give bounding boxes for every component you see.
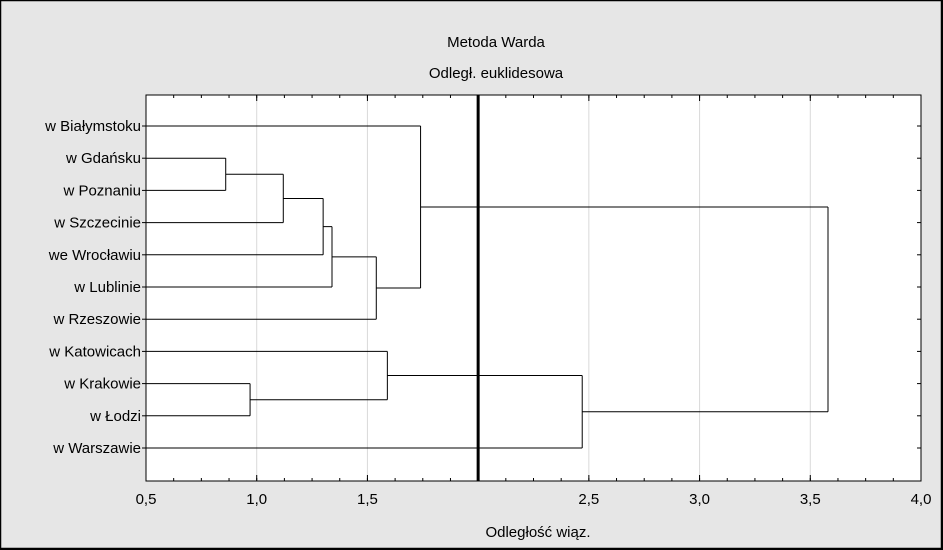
leaf-label: w Łodzi — [89, 408, 141, 425]
x-tick-label: 2,5 — [578, 491, 599, 508]
leaf-label: we Wrocławiu — [48, 247, 141, 264]
leaf-label: w Rzeszowie — [52, 311, 141, 328]
x-tick-label: 3,5 — [800, 491, 821, 508]
x-tick-label: 4,0 — [911, 491, 932, 508]
chart-title: Metoda Warda — [447, 34, 545, 51]
leaf-label: w Krakowie — [63, 376, 141, 393]
x-tick-label: 0,5 — [136, 491, 157, 508]
leaf-label: w Gdańsku — [65, 150, 141, 167]
axis-ticks — [142, 95, 922, 481]
x-tick-label: 1,0 — [246, 491, 267, 508]
grid-lines — [256, 95, 811, 481]
x-tick-labels: 0,5 1,0 1,5 2,5 3,0 3,5 4,0 — [136, 491, 932, 508]
leaf-label: w Szczecinie — [53, 215, 141, 232]
leaf-label: w Poznaniu — [62, 182, 141, 199]
chart-subtitle: Odległ. euklidesowa — [429, 65, 564, 82]
leaf-labels: w Białymstoku w Gdańsku w Poznaniu w Szczec… — [44, 118, 141, 457]
plot-area — [145, 94, 922, 482]
x-tick-label: 1,5 — [357, 491, 378, 508]
leaf-label: w Warszawie — [52, 440, 141, 457]
x-tick-label: 3,0 — [689, 491, 710, 508]
leaf-label: w Lublinie — [73, 279, 141, 296]
dendrogram-tree — [146, 125, 829, 449]
leaf-label: w Katowicach — [48, 343, 141, 360]
x-axis-label: Odległość wiąz. — [485, 524, 590, 541]
leaf-label: w Białymstoku — [44, 118, 141, 135]
